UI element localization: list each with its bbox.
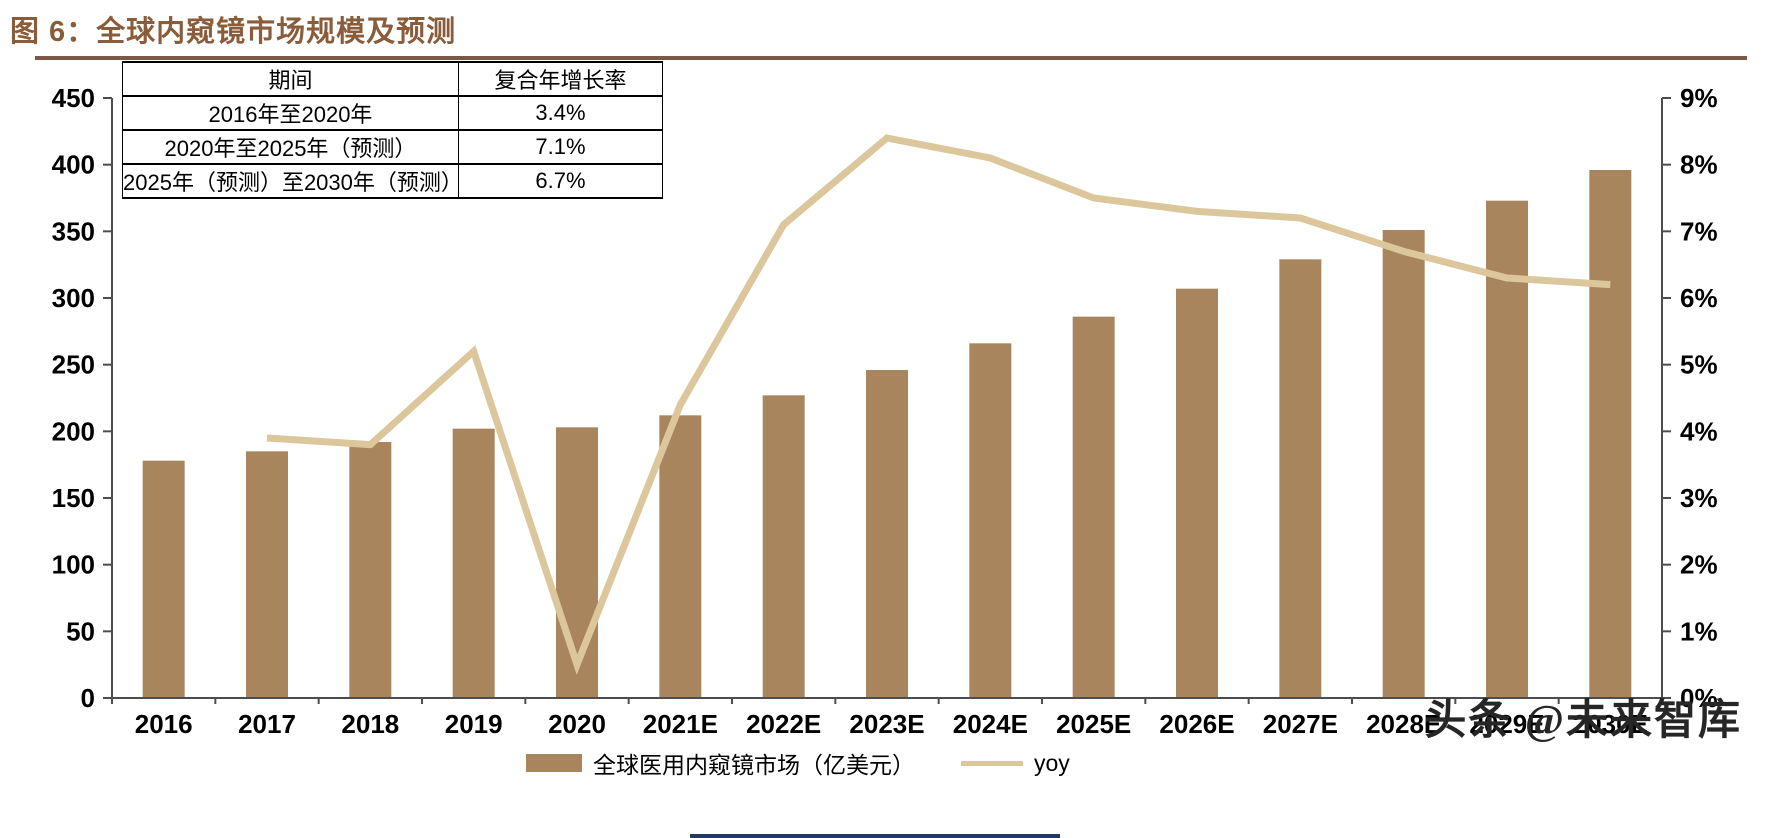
page-title: 图 6：全球内窥镜市场规模及预测 xyxy=(10,16,457,48)
right-axis-tick-label: 5% xyxy=(1680,350,1718,380)
period-cell: 2016年至2020年 xyxy=(122,95,459,131)
x-axis-tick-label: 2019 xyxy=(445,709,503,739)
bar-2026E xyxy=(1176,288,1218,698)
right-axis-tick-label: 9% xyxy=(1680,83,1718,113)
chart-legend: 全球医用内窥镜市场（亿美元） yoy xyxy=(526,749,1070,778)
watermark: 头条 @未来智库 xyxy=(1424,698,1742,744)
bar-2029E xyxy=(1486,200,1528,698)
right-axis-tick-label: 1% xyxy=(1680,616,1718,646)
right-axis-tick-label: 4% xyxy=(1680,416,1718,446)
x-axis-tick-label: 2023E xyxy=(849,709,924,739)
right-axis-tick-label: 6% xyxy=(1680,283,1718,313)
bar-2019 xyxy=(452,428,495,698)
bar-2017 xyxy=(246,451,288,698)
bar-2025E xyxy=(1072,316,1115,698)
left-axis-tick-label: 350 xyxy=(52,216,95,246)
left-axis-tick-label: 200 xyxy=(52,416,95,446)
legend-bar-swatch xyxy=(526,754,582,772)
left-axis-tick-label: 150 xyxy=(52,483,95,513)
x-axis-tick-label: 2017 xyxy=(238,709,296,739)
bar-2020 xyxy=(556,427,598,698)
x-axis-tick-label: 2026E xyxy=(1159,709,1234,739)
period-cell: 2025年（预测）至2030年（预测） xyxy=(122,163,463,199)
x-axis-tick-label: 2029E xyxy=(1469,709,1544,739)
period-cell: 2020年至2025年（预测） xyxy=(122,129,459,165)
bar-2016 xyxy=(142,460,185,698)
left-axis-tick-label: 100 xyxy=(52,550,95,580)
title-rule xyxy=(35,56,1747,60)
table-row: 2020年至2025年（预测） 7.1% xyxy=(122,129,663,165)
bar-2021E xyxy=(659,415,702,698)
x-axis-tick-label: 2018 xyxy=(341,709,399,739)
left-axis-tick-label: 400 xyxy=(52,150,95,180)
right-axis-tick-label: 7% xyxy=(1680,216,1718,246)
table-header-row: 期间 复合年增长率 xyxy=(122,61,663,97)
legend-bar-label: 全球医用内窥镜市场（亿美元） xyxy=(593,752,915,778)
left-axis-tick-label: 250 xyxy=(52,350,95,380)
bar-2023E xyxy=(866,370,908,698)
bar-2022E xyxy=(762,395,805,698)
right-axis-tick-label: 3% xyxy=(1680,483,1718,513)
bar-2024E xyxy=(969,343,1012,698)
bottom-accent-line xyxy=(690,834,1060,838)
x-axis-tick-label: 2021E xyxy=(643,709,718,739)
bar-2030E xyxy=(1589,170,1632,698)
x-axis-tick-label: 2016 xyxy=(135,709,193,739)
left-axis-tick-label: 50 xyxy=(66,616,95,646)
yoy-line xyxy=(266,134,1611,675)
x-axis-tick-label: 2028E xyxy=(1366,709,1441,739)
x-axis-tick-label: 2027E xyxy=(1263,709,1338,739)
right-axis-tick-label: 8% xyxy=(1680,150,1718,180)
left-axis-tick-label: 450 xyxy=(52,83,95,113)
x-axis-tick-label: 2025E xyxy=(1056,709,1131,739)
left-axis-tick-label: 0 xyxy=(81,683,95,713)
bar-2027E xyxy=(1279,259,1322,698)
table-row: 2016年至2020年 3.4% xyxy=(122,95,663,131)
right-axis-tick-label: 2% xyxy=(1680,550,1718,580)
right-axis-tick-label: 0% xyxy=(1680,683,1718,713)
cagr-table: 期间 复合年增长率 2016年至2020年 3.4% 2020年至2025年（预… xyxy=(122,61,663,199)
cagr-cell: 7.1% xyxy=(458,129,663,165)
cagr-cell: 3.4% xyxy=(458,95,663,131)
x-axis-tick-label: 2022E xyxy=(746,709,821,739)
bar-2028E xyxy=(1382,230,1425,698)
cagr-cell: 6.7% xyxy=(458,163,663,199)
col-header-period: 期间 xyxy=(122,61,459,97)
x-axis-tick-label: 2020 xyxy=(548,709,606,739)
bar-2018 xyxy=(349,442,392,698)
col-header-cagr: 复合年增长率 xyxy=(458,61,663,97)
x-axis-tick-label: 2030E xyxy=(1573,709,1648,739)
left-axis-tick-label: 300 xyxy=(52,283,95,313)
legend-line-label: yoy xyxy=(1034,749,1070,776)
x-axis-tick-label: 2024E xyxy=(953,709,1028,739)
legend-line-swatch xyxy=(961,760,1023,766)
table-row: 2025年（预测）至2030年（预测） 6.7% xyxy=(122,163,663,199)
